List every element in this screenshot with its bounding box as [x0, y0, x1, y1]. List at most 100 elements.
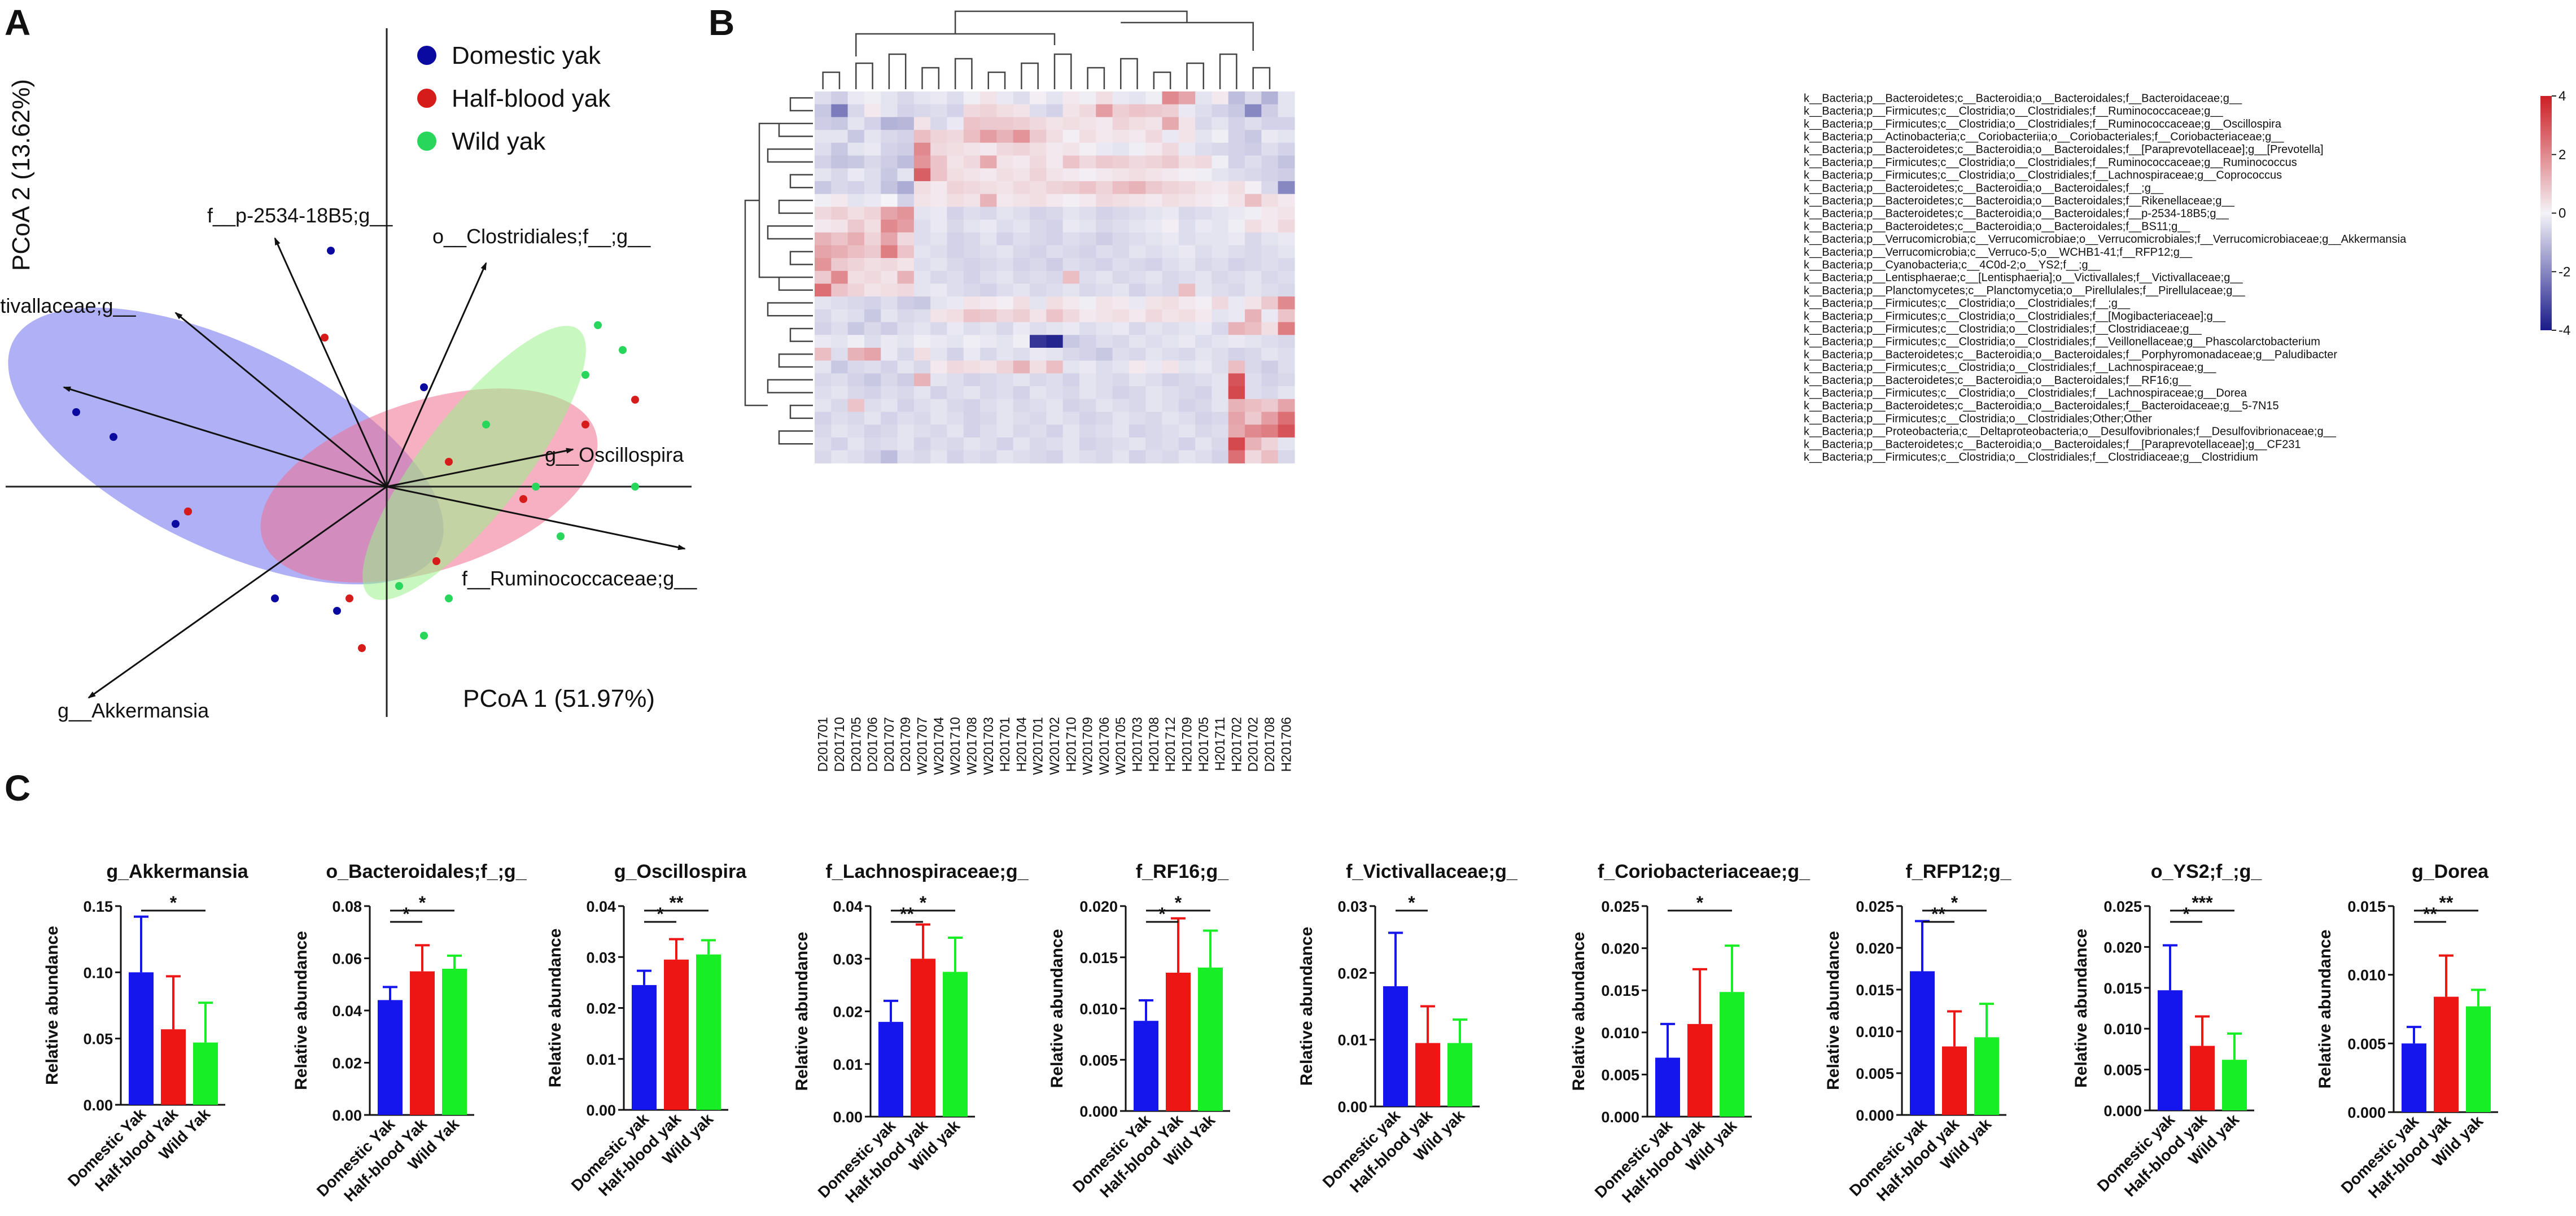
heatmap-cell [1245, 386, 1262, 400]
heatmap-cell [1245, 450, 1262, 463]
heatmap-cell [913, 373, 931, 387]
heatmap-cell [1129, 270, 1146, 285]
heatmap-cell [1145, 322, 1163, 335]
heatmap-cell [963, 168, 981, 182]
heatmap-cell [1129, 245, 1146, 259]
heatmap-cell [913, 194, 931, 207]
heatmap-cell [1195, 360, 1213, 374]
heatmap-cell [1030, 450, 1047, 463]
heatmap-cell [1096, 155, 1113, 169]
heatmap-cell [1178, 348, 1196, 361]
colorbar-tick-label: 4 [2558, 89, 2566, 104]
heatmap-cell [996, 399, 1014, 413]
heatmap-cell [864, 399, 881, 413]
heatmap-cell [963, 348, 981, 361]
heatmap-cell [1195, 207, 1213, 220]
heatmap-cell [930, 220, 948, 233]
heatmap-cell [1261, 220, 1279, 233]
heatmap-cell [1096, 399, 1113, 413]
heatmap-cell [947, 117, 964, 130]
heatmap-cell [1030, 232, 1047, 246]
heatmap-cell [1046, 142, 1064, 156]
heatmap-cell [1261, 296, 1279, 310]
heatmap-cell [897, 373, 915, 387]
heatmap-cell [831, 386, 849, 400]
heatmap-row-label: k__Bacteria;p__Verrucomicrobia;c__Verruc… [1804, 246, 2193, 259]
heatmap-cell [1062, 425, 1080, 438]
heatmap-cell [930, 412, 948, 425]
heatmap-cell [1112, 91, 1130, 105]
heatmap-cell [947, 360, 964, 374]
heatmap-cell [1212, 245, 1229, 259]
heatmap-cell [930, 91, 948, 105]
heatmap-cell [1245, 296, 1262, 310]
heatmap-cell [1195, 130, 1213, 143]
heatmap-cell [1013, 258, 1030, 272]
heatmap-cell [1129, 348, 1146, 361]
heatmap-cell [881, 181, 898, 195]
y-tick-label: 0.000 [1856, 1107, 1894, 1124]
pcoa-y-label: PCoA 2 (13.62%) [7, 79, 35, 271]
heatmap-cell [1145, 258, 1163, 272]
heatmap-cell [1162, 386, 1179, 400]
heatmap-column-label: H201704 [1014, 717, 1029, 772]
column-dendrogram [822, 10, 1271, 89]
heatmap-cell [1062, 399, 1080, 413]
heatmap-cell [1195, 450, 1213, 463]
heatmap-row-label: k__Bacteria;p__Bacteroidetes;c__Bacteroi… [1804, 348, 2337, 361]
heatmap-cell [1245, 360, 1262, 374]
heatmap-cell [947, 399, 964, 413]
heatmap-cell [1162, 91, 1179, 105]
heatmap-cell [913, 117, 931, 130]
heatmap-cell [1278, 437, 1295, 451]
heatmap-cell [1178, 91, 1196, 105]
heatmap-cell [1013, 309, 1030, 323]
heatmap-cell [1212, 194, 1229, 207]
heatmap-cell [980, 437, 998, 451]
heatmap-cell [1112, 283, 1130, 297]
heatmap-cell [1178, 335, 1196, 348]
heatmap-row-label: k__Bacteria;p__Cyanobacteria;c__4C0d-2;o… [1804, 259, 2101, 271]
heatmap-cell [1228, 168, 1245, 182]
heatmap-cell [1245, 309, 1262, 323]
heatmap-cell [913, 245, 931, 259]
heatmap-cell [1046, 437, 1064, 451]
heatmap-cell [1129, 130, 1146, 143]
heatmap-cell [1112, 348, 1130, 361]
heatmap-cell [980, 412, 998, 425]
heatmap-cell [947, 91, 964, 105]
y-tick-label: 0.005 [2103, 1062, 2142, 1079]
heatmap-cell [1096, 130, 1113, 143]
pcoa-point [619, 346, 627, 354]
heatmap-cell [881, 104, 898, 117]
pcoa-point [321, 334, 329, 342]
pcoa-point [432, 557, 440, 565]
significance-label: * [1158, 904, 1166, 924]
heatmap-cell [1195, 258, 1213, 272]
bar [2434, 996, 2459, 1112]
heatmap-cell [980, 117, 998, 130]
heatmap-cell [1145, 130, 1163, 143]
heatmap-cell [1079, 91, 1096, 105]
heatmap-cell [1162, 258, 1179, 272]
pcoa-point [445, 594, 453, 602]
heatmap-cell [1046, 373, 1064, 387]
heatmap-cell [913, 232, 931, 246]
heatmap-cell [1112, 220, 1130, 233]
heatmap-cell [980, 296, 998, 310]
heatmap-cell [1261, 168, 1279, 182]
heatmap-cell [1079, 117, 1096, 130]
heatmap-cell [1079, 155, 1096, 169]
y-tick-label: 0.015 [2347, 898, 2386, 915]
heatmap-cell [864, 450, 881, 463]
heatmap-cell [1228, 245, 1245, 259]
pcoa-vector-arrow [274, 237, 388, 487]
significance-label: ** [2423, 904, 2437, 924]
heatmap-cell [1046, 335, 1064, 348]
heatmap-cell [1228, 335, 1245, 348]
y-tick-label: 0.020 [1601, 941, 1639, 957]
y-tick-label: 0.15 [83, 898, 113, 915]
heatmap-cell [1261, 181, 1279, 195]
heatmap-cell [1112, 360, 1130, 374]
heatmap-cell [930, 386, 948, 400]
